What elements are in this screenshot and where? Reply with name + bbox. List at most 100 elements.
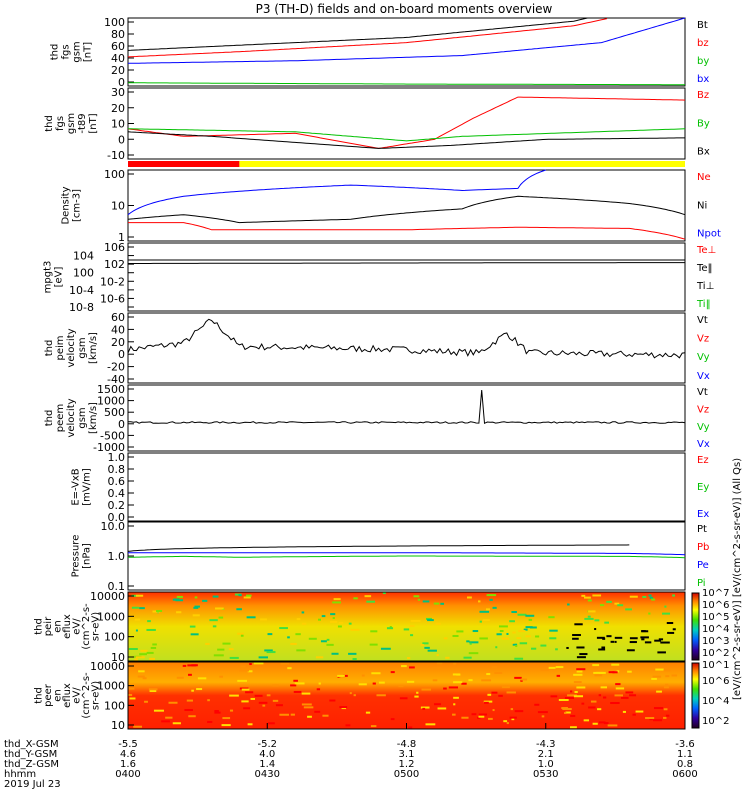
spectrogram-cell (515, 644, 518, 647)
spectrogram-cell (654, 639, 662, 642)
spectrogram-cell (366, 600, 376, 603)
y-tick-label: 10 (111, 719, 125, 732)
spectrogram-cell (202, 599, 208, 602)
x-tick-label-z: 1.0 (538, 759, 554, 770)
spectrogram-cell (576, 656, 586, 659)
y-tick-label: -20 (107, 361, 125, 374)
y-label-line: sr-eV) (91, 612, 102, 641)
spectrogram-cell (672, 628, 676, 631)
panel-8: 10.0 1.0 0.1 Pressure [nPa] Pt Pb Pe Pi (71, 520, 710, 593)
y-label-line: peir (43, 616, 54, 636)
colorbar-tick: 10^2 (702, 716, 729, 727)
spectrogram-cell (229, 709, 234, 712)
spectrogram-cell (453, 681, 463, 684)
spectrogram-cell (478, 713, 488, 716)
spectrogram-cell (308, 637, 317, 640)
y-tick-label: 0 (118, 76, 125, 89)
spectrogram-cell (640, 636, 649, 639)
spectrogram-cell (275, 704, 283, 707)
y-label-line: peem (55, 404, 66, 432)
colorbar-label: [eV/(cm^2-s-sr-eV)] [eV/(cm^2-s-sr-eV)] … (732, 458, 743, 700)
colorbar-label-text: [eV/(cm^2-s-sr-eV)] [eV/(cm^2-s-sr-eV)] … (732, 458, 743, 700)
spectrogram-cell (193, 606, 199, 609)
legend-entry: Pe (697, 560, 709, 571)
spectrogram-cell (588, 706, 596, 709)
spectrogram-cell (486, 673, 491, 676)
spectrogram-cell (152, 643, 157, 646)
y-tick-label: 0.2 (108, 499, 126, 512)
y-axis-label: E=-VxB [mV/m] (71, 468, 93, 506)
spectrogram-cell (660, 641, 670, 644)
spectrogram-cell (520, 679, 523, 682)
spectrogram-cell (140, 649, 148, 652)
plot-title: P3 (TH-D) fields and on-board moments ov… (256, 2, 553, 16)
spectrogram-cell (614, 636, 623, 639)
y-tick-label: 10 (111, 651, 125, 664)
spectrogram-cell (144, 700, 148, 703)
spectrogram-cell (626, 649, 635, 652)
spectrogram-cell (570, 714, 576, 717)
spectrogram-cell (142, 677, 147, 680)
spectrogram-cell (453, 696, 459, 699)
spectrogram-cell (217, 648, 225, 651)
spectrogram-cell (254, 694, 263, 697)
spectrogram-cell (218, 616, 224, 619)
spectrogram-cell (653, 707, 664, 710)
y-label-line: velocity (66, 398, 77, 437)
spectrogram-cell (146, 628, 156, 631)
spectrogram-cell (469, 642, 472, 645)
spectrogram-cell (471, 713, 477, 716)
spectrogram-cell (176, 595, 183, 598)
y-tick-label: 10-8 (69, 301, 94, 314)
panel-3: 100 10 1 Density [cm-3] Ne Ni Npot (61, 168, 721, 244)
spectrogram-cell (390, 718, 395, 721)
spectrogram-cell (644, 641, 652, 644)
spectrogram-cell (479, 637, 488, 640)
x-tick-label-z: 1.2 (399, 759, 415, 770)
y-tick-label: 0 (118, 133, 125, 146)
spectrogram-cell (353, 597, 358, 600)
spectrogram-cell (301, 622, 307, 625)
spectrogram-cell (602, 696, 607, 699)
spectrogram-cell (584, 596, 591, 599)
spectrogram-cell (531, 647, 537, 650)
spectrogram-cell (489, 598, 493, 601)
spectrogram-cell (665, 683, 669, 686)
spectrogram-cell (641, 630, 649, 633)
spectrogram-cell (191, 689, 194, 692)
colorbar-tick: 10^4 (702, 696, 729, 707)
spectrogram-cell (314, 710, 321, 713)
spectrogram-cell (548, 666, 556, 669)
spectrogram-cell (540, 669, 550, 672)
spectrogram-cell (370, 725, 377, 728)
y-label-line: [km/s] (88, 332, 99, 364)
x-tick-label-y: 2.1 (538, 749, 554, 760)
spectrogram-cell (153, 709, 164, 712)
spectrogram-cell (240, 665, 246, 668)
spectrogram-cell (642, 595, 647, 598)
spectrogram-cell (350, 628, 360, 631)
spectrogram-cell (243, 707, 251, 710)
spectrogram-cell (332, 617, 335, 620)
spectrogram-cell (279, 713, 290, 716)
panel-frame (127, 312, 686, 384)
panel-7: 1.00.80.60.40.20.0 E=-VxB [mV/m] Ez Ey Ex (71, 451, 710, 524)
spectrogram-cell (241, 688, 250, 691)
y-label-line: eflux (62, 683, 73, 708)
series-Pe (128, 552, 686, 556)
spectrogram-cell (617, 604, 624, 607)
spectrogram-cell (598, 648, 606, 651)
spectrogram-cell (663, 708, 668, 711)
legend-entry: Vz (697, 334, 709, 345)
y-label-line: E=-VxB (71, 468, 82, 505)
spectrogram-cell (540, 644, 547, 647)
spectrogram-cell (466, 640, 470, 643)
spectrogram (128, 592, 685, 661)
spectrogram-cell (648, 594, 652, 597)
series-By (128, 128, 686, 142)
y-axis-label: thd peim velocity gsm [km/s] (44, 328, 99, 367)
spectrogram-cell (523, 628, 528, 631)
spectrogram-cell (349, 692, 352, 695)
spectrogram-cell (421, 688, 432, 691)
